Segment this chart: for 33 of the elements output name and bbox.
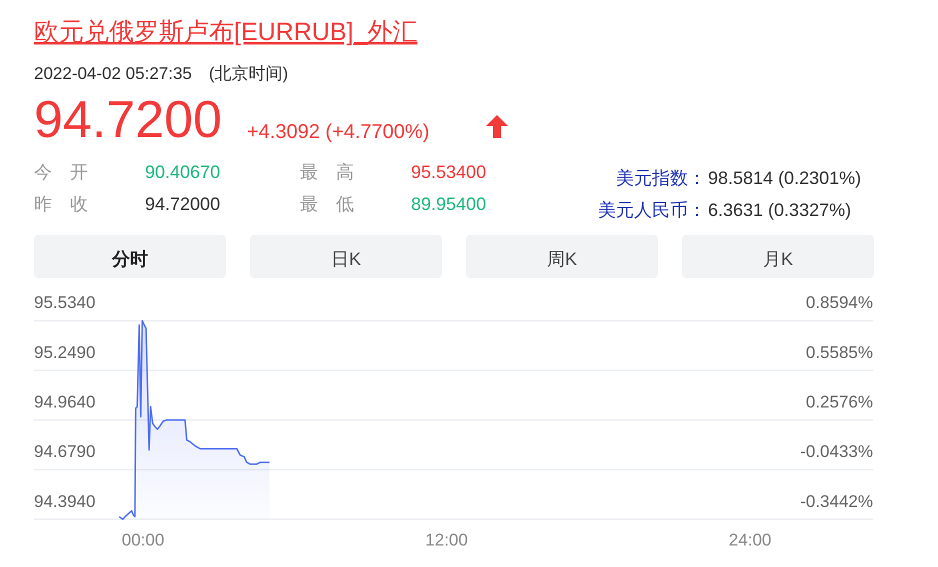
y2-tick-label: -0.3442% [800,492,873,511]
text: 今 开 [34,162,88,182]
y-tick-label: 94.3940 [34,492,96,511]
text: 6.3631 (0.3327%) [708,200,852,220]
text: 最 低 [300,194,354,214]
y-tick-label: 94.9640 [34,392,96,412]
y2-tick-label: 0.8594% [806,293,873,312]
y2-tick-label: -0.0433% [800,442,873,462]
y-tick-label: 95.5340 [34,293,96,312]
x-tick-label: 00:00 [122,530,164,550]
text: 日K [330,249,362,269]
y2-tick-label: 0.5585% [806,342,873,362]
text: 90.40670 [145,162,220,182]
text: 94.72000 [145,194,220,214]
text: 美元人民币： [598,200,706,220]
y-tick-label: 95.2490 [34,342,96,362]
text: 月K [762,249,794,269]
text: 89.95400 [411,194,486,214]
text: 94.7200 [34,91,222,149]
y2-tick-label: 0.2576% [806,392,873,412]
text: +4.3092 (+4.7700%) [247,121,430,143]
text: 昨 收 [34,194,88,214]
chart-subtitle: 2022-04-02 05:27:35 (北京时间) [34,64,288,83]
y-tick-label: 94.6790 [34,442,96,462]
text: 95.53400 [411,162,486,182]
text: 周K [546,249,578,269]
text: 最 高 [300,162,354,182]
text: 美元指数： [616,168,706,188]
x-tick-label: 12:00 [425,530,468,550]
text: 分时 [111,249,148,269]
text: 98.5814 (0.2301%) [708,168,862,188]
x-tick-label: 24:00 [728,530,772,550]
chart-title: 欧元兑俄罗斯卢布[EURRUB]_外汇 [34,18,418,46]
